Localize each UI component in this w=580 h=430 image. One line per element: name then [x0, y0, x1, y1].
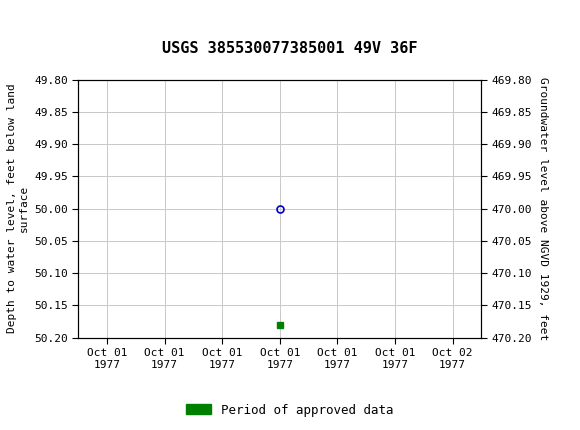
Text: ≡: ≡: [3, 5, 28, 34]
Text: USGS: USGS: [32, 9, 96, 29]
Legend: Period of approved data: Period of approved data: [181, 399, 399, 421]
Y-axis label: Depth to water level, feet below land
surface: Depth to water level, feet below land su…: [7, 84, 28, 333]
Y-axis label: Groundwater level above NGVD 1929, feet: Groundwater level above NGVD 1929, feet: [538, 77, 548, 340]
Text: USGS 385530077385001 49V 36F: USGS 385530077385001 49V 36F: [162, 41, 418, 56]
